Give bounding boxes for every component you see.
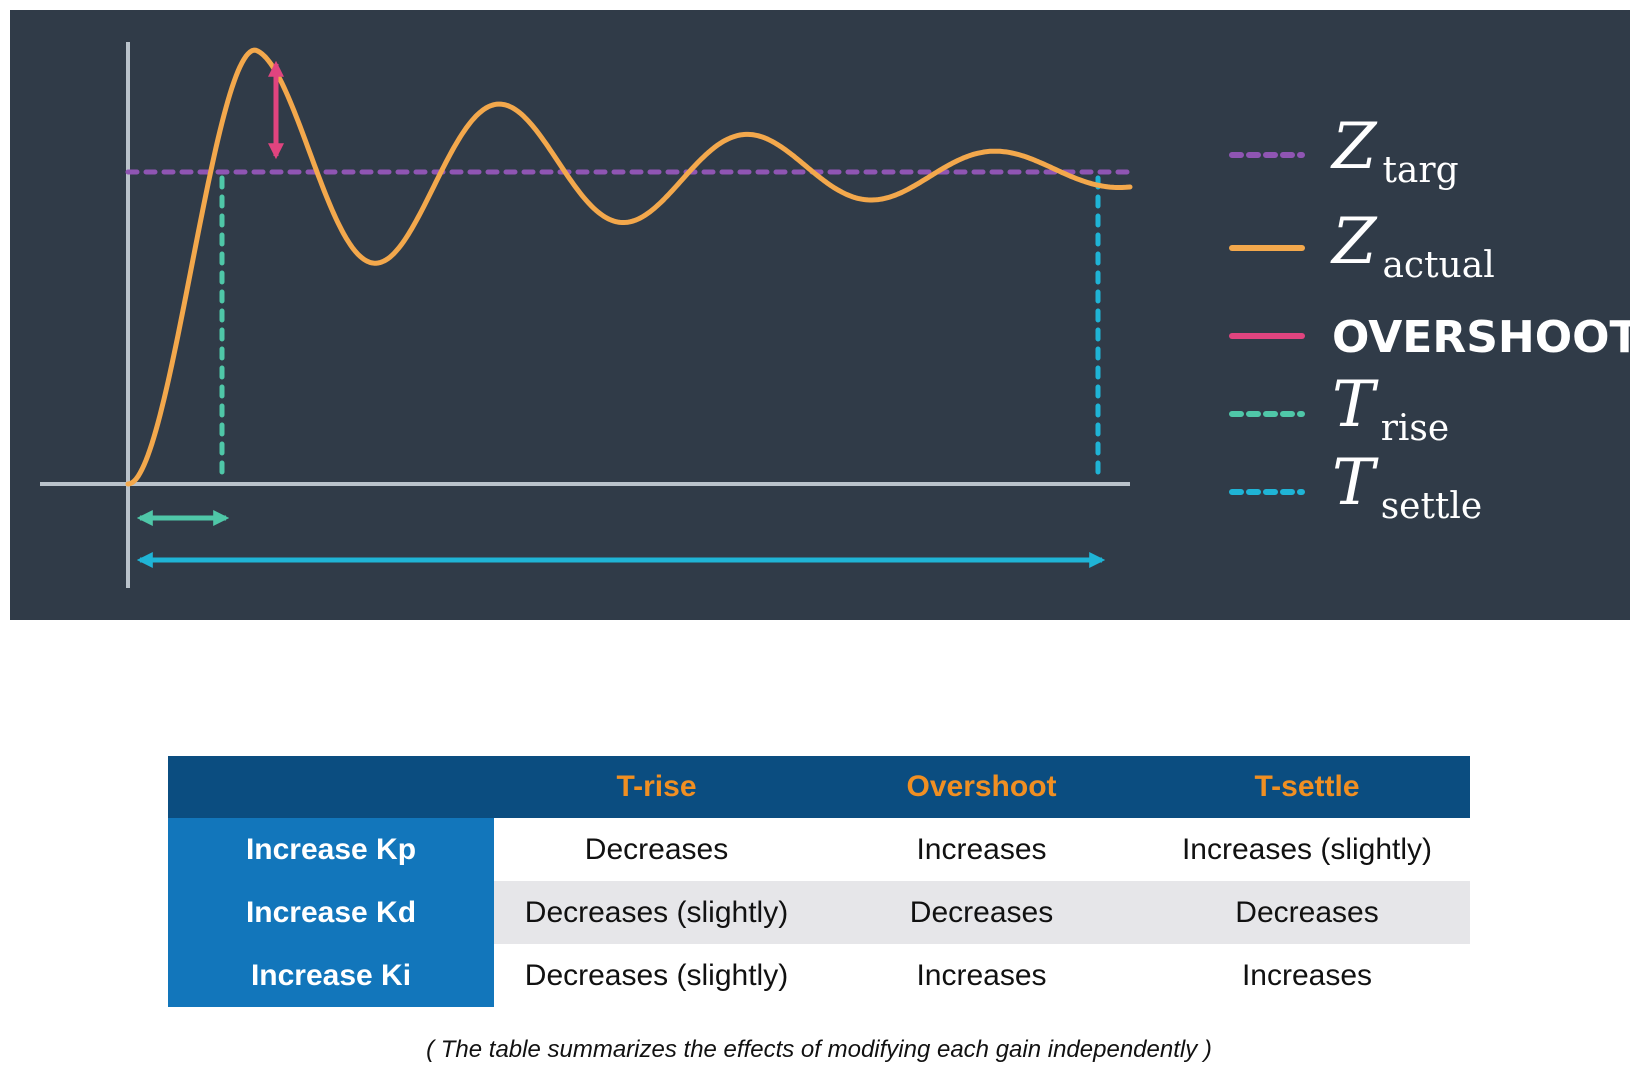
legend-label-overshoot: OVERSHOOT [1332, 312, 1630, 363]
legend-item-overshoot: OVERSHOOT [1229, 312, 1630, 363]
table-cell: Decreases (slightly) [494, 944, 819, 1007]
table-cell: Increases [819, 944, 1144, 1007]
row-label: Increase Kp [168, 818, 494, 881]
table-row: Increase Kd Decreases (slightly) Decreas… [168, 881, 1470, 944]
table-row: Increase Kp Decreases Increases Increase… [168, 818, 1470, 881]
legend-symbol-settle: T [1332, 446, 1379, 520]
table-cell: Decreases [1144, 881, 1470, 944]
table-cell: Increases [819, 818, 1144, 881]
row-label: Increase Ki [168, 944, 494, 1007]
legend-subscript-rise: rise [1381, 408, 1450, 449]
table-header-t-rise: T-rise [616, 770, 697, 803]
legend-symbol-rise: T [1332, 368, 1379, 442]
row-label: Increase Kd [168, 881, 494, 944]
table-header-corner [168, 756, 494, 818]
table-header-row: T-rise Overshoot T-settle [168, 756, 1470, 818]
table-cell: Decreases [494, 818, 819, 881]
table-header-t-settle: T-settle [1254, 770, 1360, 803]
table-cell: Decreases [819, 881, 1144, 944]
legend-symbol-target: Z [1330, 110, 1378, 184]
table-caption: ( The table summarizes the effects of mo… [426, 1036, 1212, 1063]
table-cell: Increases [1144, 944, 1470, 1007]
gain-effects-table: T-rise Overshoot T-settle Increase Kp De… [168, 756, 1470, 1007]
legend-symbol-actual: Z [1330, 205, 1378, 279]
table-header-overshoot: Overshoot [906, 770, 1057, 803]
table-cell: Increases (slightly) [1144, 818, 1470, 881]
table-row: Increase Ki Decreases (slightly) Increas… [168, 944, 1470, 1007]
actual-response-curve [125, 47, 1133, 487]
legend-subscript-target: targ [1382, 150, 1458, 191]
table-cell: Decreases (slightly) [494, 881, 819, 944]
legend-subscript-actual: actual [1382, 245, 1494, 286]
legend-subscript-settle: settle [1381, 486, 1483, 527]
